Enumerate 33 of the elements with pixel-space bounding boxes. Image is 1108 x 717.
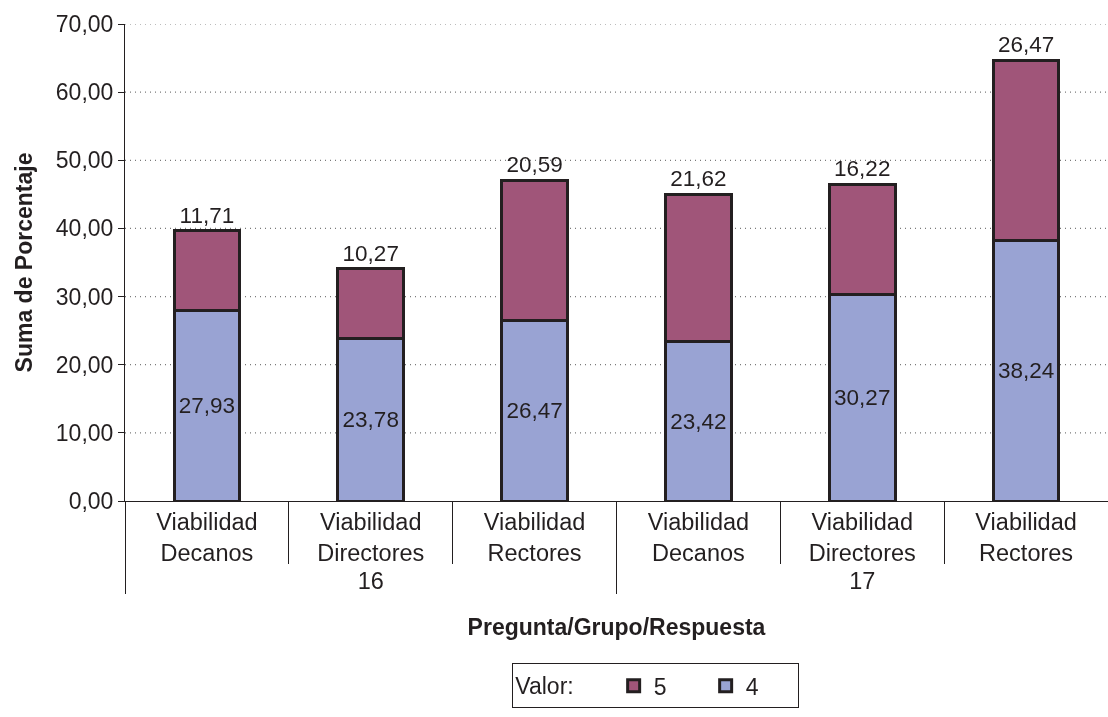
legend-label: 4 <box>745 673 759 700</box>
x-tick-label: Viabilidad Directores <box>317 509 425 566</box>
data-label: 20,59 <box>506 152 563 178</box>
text: 16 <box>357 567 384 594</box>
y-tick-label: 60,00 <box>55 79 114 106</box>
y-tick-label: 40,00 <box>55 215 114 242</box>
data-label: 16,22 <box>834 156 891 182</box>
x-tick-label: Viabilidad Directores <box>808 509 916 566</box>
x-tick-label: Viabilidad Decanos <box>156 509 258 566</box>
y-tick-label: 70,00 <box>55 11 114 38</box>
y-tick-label: 0,00 <box>68 488 114 515</box>
data-label: 27,93 <box>178 393 236 419</box>
y-tick-label: 30,00 <box>55 283 114 310</box>
data-label: 26,47 <box>997 32 1055 58</box>
data-label: 30,27 <box>834 385 891 411</box>
x-axis-title: Pregunta/Grupo/Respuesta <box>467 614 766 641</box>
data-label: 23,78 <box>342 407 399 433</box>
x-tick-label: Viabilidad Rectores <box>975 509 1077 566</box>
x-tick-label: Viabilidad Decanos <box>647 509 750 566</box>
data-label: 23,42 <box>670 408 727 434</box>
x-tick-label: Viabilidad Rectores <box>483 509 586 566</box>
y-tick-label: 50,00 <box>55 147 114 174</box>
y-axis-title: Suma de Porcentaje <box>11 152 38 373</box>
data-label: 11,71 <box>179 202 235 228</box>
data-label: 21,62 <box>670 166 727 192</box>
data-label: 26,47 <box>506 398 563 424</box>
legend-title: Valor: <box>515 673 606 700</box>
data-label: 38,24 <box>997 358 1055 384</box>
y-tick-label: 10,00 <box>55 419 114 446</box>
data-label: 10,27 <box>342 240 399 266</box>
text: 17 <box>849 567 876 594</box>
legend-label: 5 <box>653 673 667 700</box>
y-tick-label: 20,00 <box>55 351 114 378</box>
